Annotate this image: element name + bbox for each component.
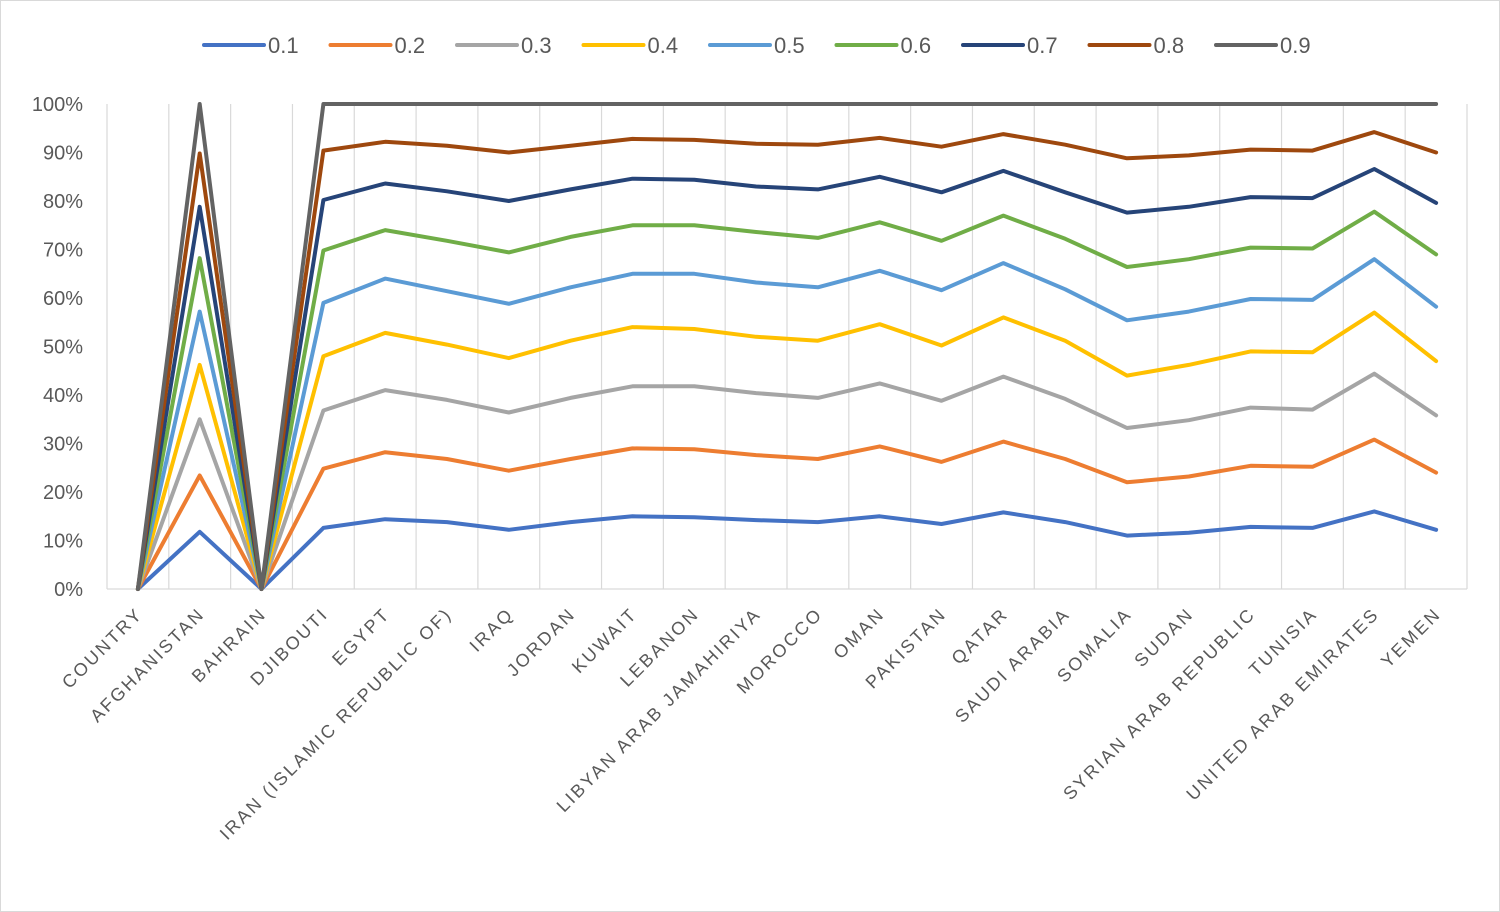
y-tick-label: 30%: [43, 434, 83, 456]
legend-label: 0.6: [901, 33, 932, 58]
series-line-0-8: [135, 130, 1439, 591]
series-lines: [135, 102, 1439, 591]
y-tick-label: 100%: [32, 94, 83, 116]
y-tick-label: 40%: [43, 385, 83, 407]
series-line-0-5: [135, 257, 1439, 591]
x-tick-label: AFGHANISTAN: [86, 604, 208, 726]
series-line-0-6: [135, 209, 1439, 591]
x-tick-label: EGYPT: [328, 604, 394, 670]
legend-label: 0.7: [1027, 33, 1058, 58]
legend: 0.1 0.2 0.3 0.4 0.5 0.6 0.7 0.8 0.9: [202, 33, 1311, 58]
y-tick-label: 50%: [43, 337, 83, 359]
legend-label: 0.9: [1280, 33, 1311, 58]
x-tick-label: YEMEN: [1377, 604, 1445, 672]
y-tick-label: 10%: [43, 531, 83, 553]
series-line-0-4: [135, 310, 1439, 591]
x-tick-label: IRAQ: [466, 604, 518, 656]
legend-label: 0.3: [521, 33, 552, 58]
y-tick-label: 90%: [43, 143, 83, 165]
x-tick-label: SAUDI ARABIA: [951, 604, 1074, 727]
series-line-0-2: [135, 437, 1439, 591]
legend-label: 0.2: [395, 33, 426, 58]
y-tick-label: 20%: [43, 482, 83, 504]
y-tick-label: 70%: [43, 240, 83, 262]
gridlines: [106, 104, 1468, 589]
legend-label: 0.1: [268, 33, 299, 58]
legend-label: 0.8: [1154, 33, 1185, 58]
x-axis-tick-labels: COUNTRYAFGHANISTANBAHRAINDJIBOUTIEGYPTIR…: [58, 604, 1445, 844]
series-line-0-7: [135, 167, 1439, 591]
y-axis-tick-labels: 0% 10% 20% 30% 40% 50% 60% 70% 80% 90% 100%: [32, 94, 83, 601]
legend-label: 0.5: [774, 33, 805, 58]
legend-label: 0.4: [648, 33, 679, 58]
y-tick-label: 60%: [43, 288, 83, 310]
series-line-0-9: [135, 102, 1439, 591]
x-tick-label: IRAN (ISLAMIC REPUBLIC OF): [216, 604, 456, 844]
y-tick-label: 0%: [54, 579, 83, 601]
series-line-0-1: [135, 509, 1439, 591]
series-line-0-3: [135, 371, 1439, 591]
x-tick-label: QATAR: [948, 604, 1013, 669]
y-tick-label: 80%: [43, 191, 83, 213]
x-tick-label: OMAN: [829, 604, 888, 663]
